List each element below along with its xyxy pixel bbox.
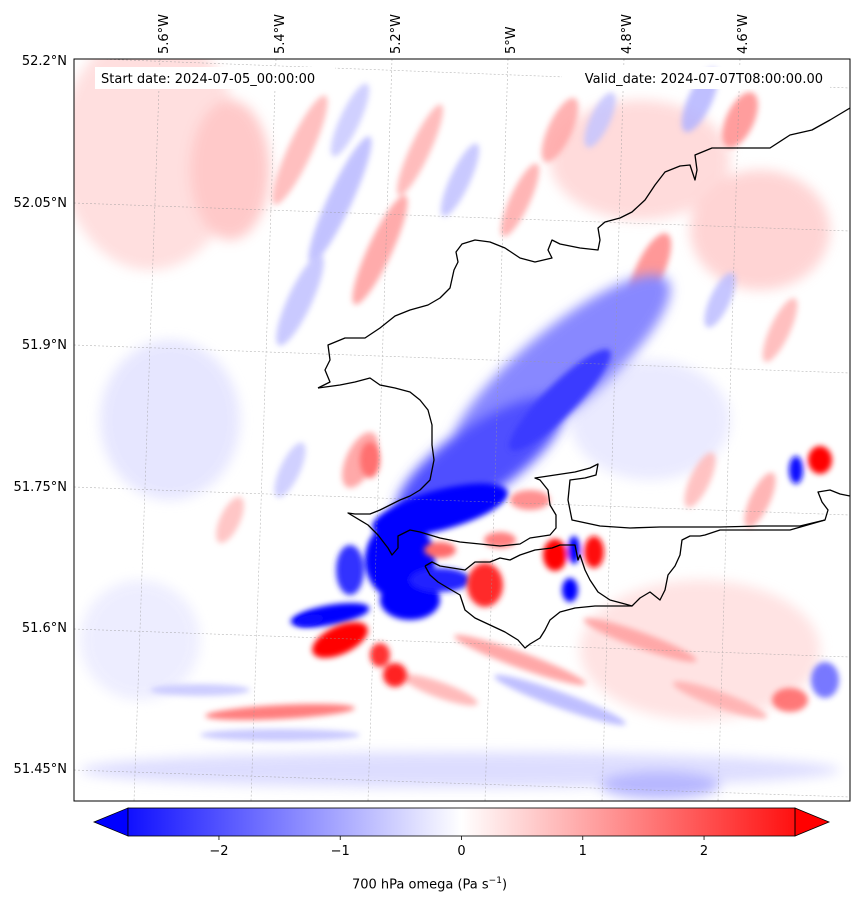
gridline-lat xyxy=(74,486,850,516)
colorbar-label-exponent: −1 xyxy=(488,876,502,886)
coastlines xyxy=(317,107,850,649)
lon-label: 5.4°W xyxy=(273,14,288,54)
lon-label: 5°W xyxy=(504,26,519,54)
lat-label: 51.75°N xyxy=(14,480,67,495)
coastline-pembroke xyxy=(424,565,632,649)
lat-label: 52.05°N xyxy=(14,196,67,211)
start-date-box xyxy=(95,67,335,89)
colorbar-ticks: −2 −1 0 1 2 xyxy=(209,836,708,859)
lat-label: 51.9°N xyxy=(22,338,67,353)
colorbar-extend-min xyxy=(92,807,129,837)
lat-label: 51.45°N xyxy=(14,762,67,777)
start-date-label: Start date: 2024-07-05_00:00:00 xyxy=(101,72,315,87)
colorbar-label-close: ) xyxy=(501,877,508,893)
colorbar-label: 700 hPa omega (Pa s−1) xyxy=(0,876,859,892)
gridline-lat xyxy=(74,344,850,374)
gridline-lat xyxy=(74,202,850,232)
lon-label: 4.6°W xyxy=(736,14,751,54)
lon-label: 5.2°W xyxy=(389,14,404,54)
gridline-lat xyxy=(74,628,850,658)
omega-field xyxy=(74,59,840,799)
lat-label: 51.6°N xyxy=(22,621,67,636)
coastline-milford xyxy=(317,377,850,556)
map-panel: Start date: 2024-07-05_00:00:00 Valid_da… xyxy=(73,58,851,802)
lat-labels: 52.2°N 52.05°N 51.9°N 51.75°N 51.6°N 51.… xyxy=(14,54,67,777)
colorbar: −2 −1 0 1 2 xyxy=(92,807,831,859)
coastline-north xyxy=(317,107,850,389)
coastline-south xyxy=(424,519,826,607)
colorbar-tick-label: 0 xyxy=(457,844,465,859)
lon-labels: 5.6°W 5.4°W 5.2°W 5°W 4.8°W 4.6°W xyxy=(157,14,751,54)
valid-date-label: Valid_date: 2024-07-07T08:00:00.00 xyxy=(585,72,823,87)
colorbar-tick-label: 2 xyxy=(700,844,708,859)
colorbar-label-text: 700 hPa omega (Pa s xyxy=(351,877,489,893)
gridline-lat xyxy=(92,59,850,89)
gridlines xyxy=(74,59,850,801)
gridline-lat xyxy=(74,769,850,798)
colorbar-extend-max xyxy=(794,807,831,837)
colorbar-body xyxy=(128,808,795,836)
valid-date-box xyxy=(562,67,830,89)
lon-label: 5.6°W xyxy=(157,14,172,54)
map-frame xyxy=(73,58,851,802)
lon-label: 4.8°W xyxy=(620,14,635,54)
colorbar-tick-label: 1 xyxy=(579,844,587,859)
lat-label: 52.2°N xyxy=(22,54,67,69)
colorbar-tick-label: −2 xyxy=(209,844,228,859)
colorbar-tick-label: −1 xyxy=(331,844,350,859)
